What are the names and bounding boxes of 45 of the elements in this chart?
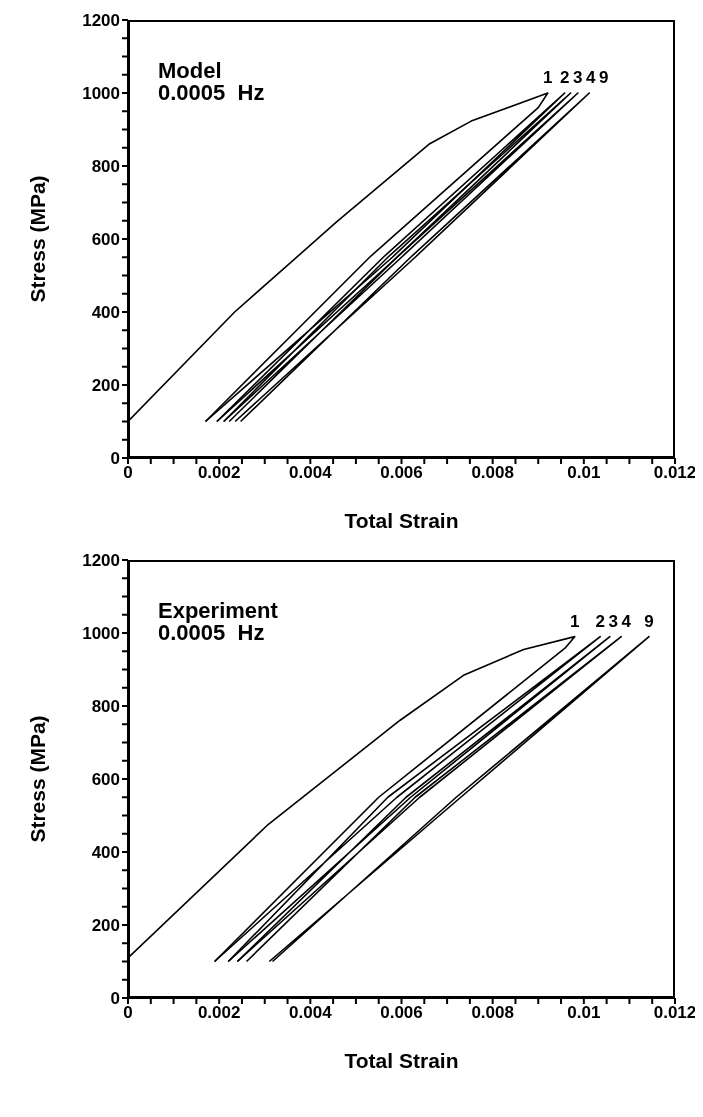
y-tick-label: 1000 [82,624,120,644]
x-tick-label: 0.004 [289,463,333,483]
series-label: 4 [621,611,632,631]
x-tick-label: 0.002 [197,463,241,483]
y-axis-title: Stress (MPa) [26,175,50,303]
y-tick-label: 1200 [82,11,120,31]
x-tick-label: 0.002 [197,1003,241,1023]
text: Model [158,58,223,83]
y-axis-title: Stress (MPa) [26,715,50,843]
x-tick-label: 0.012 [653,463,697,483]
text: 0.0005 Hz [158,80,265,105]
y-tick-label: 800 [91,697,120,717]
series-label: 3 [608,611,618,631]
y-tick-label: 400 [91,843,120,863]
series-label: 2 [559,68,570,87]
x-axis-title: Total Strain [344,509,459,532]
y-tick-label: 600 [91,770,120,790]
series-label: 1 [543,68,553,87]
text: Experiment [158,598,278,623]
x-axis-title: Total Strain [344,1049,459,1072]
x-tick-label: 0.012 [653,1003,697,1023]
x-tick-label: 0.008 [471,1003,514,1023]
series-label: 9 [598,68,609,87]
x-tick-label: 0.01 [567,463,601,483]
y-tick-label: 800 [91,157,120,177]
series-label: 2 [595,611,605,631]
y-tick-label: 0 [110,989,120,1009]
x-tick-label: 0.004 [289,1003,333,1023]
x-tick-label: 0.006 [380,463,423,483]
x-tick-label: 0.008 [471,463,514,483]
y-tick-label: 600 [91,230,120,250]
x-tick-label: 0.01 [567,1003,601,1023]
series-label: 3 [572,68,583,87]
y-tick-label: 200 [91,376,120,396]
y-tick-label: 1200 [82,551,120,571]
y-tick-label: 400 [91,303,120,323]
x-tick-label: 0 [123,1003,133,1023]
series-label: 1 [569,611,580,631]
series-label: 4 [585,68,596,87]
y-tick-label: 1000 [82,84,120,104]
x-tick-label: 0.006 [380,1003,423,1023]
y-tick-label: 0 [110,449,120,469]
y-tick-label: 200 [91,916,120,936]
x-tick-label: 0 [123,463,133,483]
series-label: 9 [644,611,654,631]
